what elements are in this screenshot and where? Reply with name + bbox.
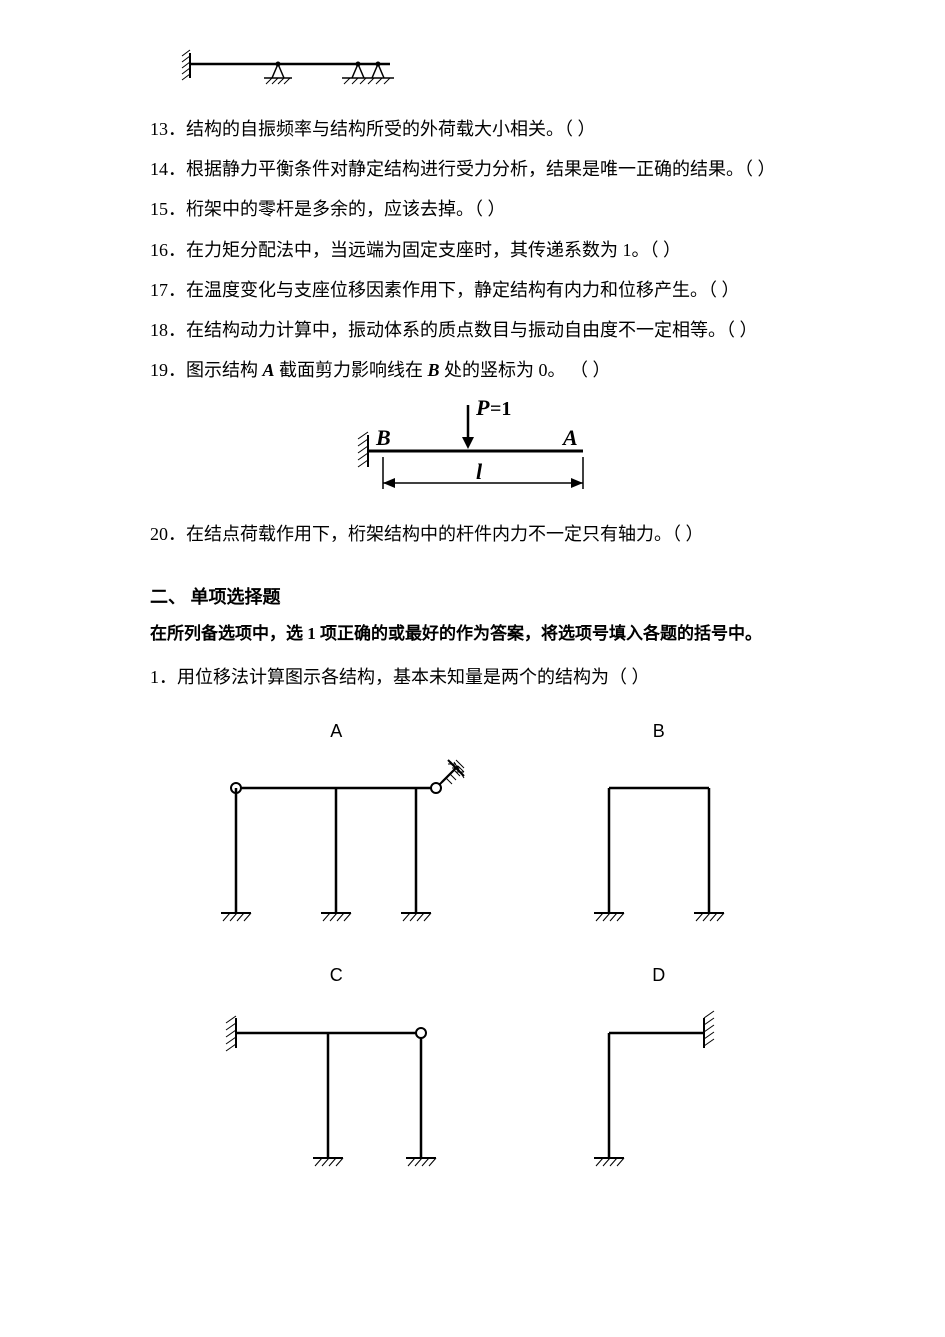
option-b-svg	[579, 758, 739, 938]
a-label: A	[561, 425, 578, 450]
question-16: 16．在力矩分配法中，当远端为固定支座时，其传递系数为 1。（ ）	[150, 233, 795, 267]
fixed-base-1	[221, 913, 251, 921]
question-15: 15．桁架中的零杆是多余的，应该去掉。（ ）	[150, 192, 795, 226]
top-beam-diagram	[180, 48, 795, 98]
q19-beam-diagram: P =1 B A l	[150, 397, 795, 507]
section-2-title: 二、 单项选择题	[150, 580, 795, 614]
option-b-label: B	[579, 714, 739, 748]
l-label: l	[476, 459, 483, 484]
question-20: 20．在结点荷载作用下，桁架结构中的杆件内力不一定只有轴力。（ ）	[150, 517, 795, 551]
option-c-svg	[206, 1003, 466, 1183]
question-18: 18．在结构动力计算中，振动体系的质点数目与振动自由度不一定相等。（ ）	[150, 313, 795, 347]
question-14: 14．根据静力平衡条件对静定结构进行受力分析，结果是唯一正确的结果。（ ）	[150, 152, 795, 186]
option-a-svg	[206, 758, 466, 938]
q19-post: 处的竖标为 0。 （ ）	[440, 360, 611, 380]
q19-b: B	[428, 360, 440, 380]
option-c-label: C	[206, 958, 466, 992]
top-beam-svg	[180, 48, 410, 98]
option-diagrams: A	[150, 714, 795, 1182]
fixed-base-2	[321, 913, 351, 921]
option-d-svg	[579, 1003, 739, 1183]
question-19: 19．图示结构 A 截面剪力影响线在 B 处的竖标为 0。 （ ）	[150, 353, 795, 387]
section-2-q1: 1．用位移法计算图示各结构，基本未知量是两个的结构为（ ）	[150, 660, 795, 694]
b-label: B	[375, 425, 391, 450]
p-eq1: =1	[490, 398, 511, 420]
option-d-label: D	[579, 958, 739, 992]
q19-a: A	[263, 360, 275, 380]
question-13: 13．结构的自振频率与结构所受的外荷载大小相关。（ ）	[150, 112, 795, 146]
option-c-cell: C	[206, 958, 466, 1182]
section-2-instr: 在所列备选项中，选 1 项正确的或最好的作为答案，将选项号填入各题的括号中。	[150, 618, 795, 650]
option-d-cell: D	[579, 958, 739, 1182]
fixed-base-3	[401, 913, 431, 921]
q19-beam-svg: P =1 B A l	[328, 397, 618, 507]
question-17: 17．在温度变化与支座位移因素作用下，静定结构有内力和位移产生。（ ）	[150, 273, 795, 307]
option-a-label: A	[206, 714, 466, 748]
option-b-cell: B	[579, 714, 739, 938]
p-label: P	[475, 397, 490, 420]
option-a-cell: A	[206, 714, 466, 938]
q19-mid: 截面剪力影响线在	[275, 360, 428, 380]
q19-pre: 19．图示结构	[150, 360, 263, 380]
